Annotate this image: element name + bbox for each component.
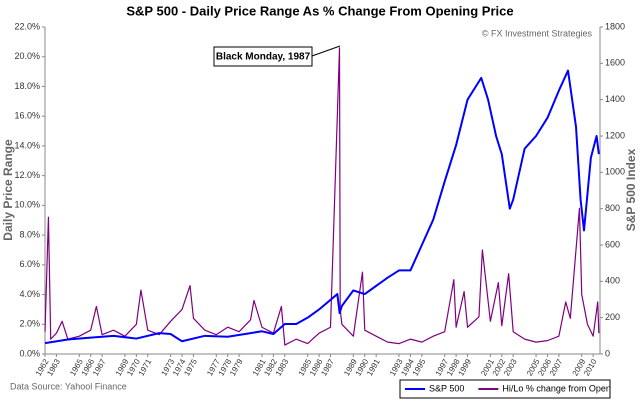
y2-tick-label: 600 — [605, 239, 620, 249]
x-tick-label: 1967 — [91, 357, 108, 377]
x-tick-label: 1999 — [456, 357, 473, 377]
y2-tick-label: 1400 — [605, 94, 625, 104]
x-tick-label: 1987 — [319, 357, 336, 377]
legend — [399, 379, 611, 399]
annotation-box — [213, 46, 313, 67]
x-tick-label: 1995 — [411, 357, 428, 377]
y-tick-label: 16.0% — [14, 111, 40, 121]
series-line — [44, 47, 600, 346]
x-tick-label: 2003 — [502, 357, 519, 377]
y-tick-label: 20.0% — [14, 51, 40, 61]
y-tick-label: 2.0% — [19, 319, 40, 329]
y2-axis-title: S&P 500 Index — [624, 148, 638, 231]
y-tick-label: 14.0% — [14, 140, 40, 150]
x-tick-label: 1979 — [228, 357, 245, 377]
y-tick-label: 10.0% — [14, 200, 40, 210]
y-tick-label: 12.0% — [14, 170, 40, 180]
x-tick-label: 2007 — [548, 357, 565, 377]
y2-tick-label: 400 — [605, 276, 620, 286]
y-axis-title: Daily Price Range — [1, 139, 15, 241]
y-tick-label: 18.0% — [14, 81, 40, 91]
x-tick-label: 1963 — [45, 357, 62, 377]
x-tick-label: 1971 — [137, 357, 154, 377]
source-note: Data Source: Yahool Finance — [10, 381, 127, 391]
y-tick-label: 4.0% — [19, 289, 40, 299]
y-tick-label: 8.0% — [19, 229, 40, 239]
series-line — [44, 69, 600, 345]
y2-tick-label: 800 — [605, 203, 620, 213]
copyright: © FX Investment Strategies — [482, 28, 593, 38]
x-tick-label: 1991 — [365, 357, 382, 377]
annotation: Black Monday, 1987 — [213, 45, 341, 67]
legend-label: Hi/Lo % change from Open — [502, 383, 611, 393]
x-tick-label: 1983 — [274, 357, 291, 377]
y2-tick-label: 0 — [605, 348, 610, 358]
annotation-text: Black Monday, 1987 — [216, 52, 311, 63]
y2-tick-label: 200 — [605, 312, 620, 322]
y2-tick-label: 1600 — [605, 58, 625, 68]
y2-tick-label: 1200 — [605, 130, 625, 140]
annotation-leader — [311, 45, 341, 57]
legend-label: S&P 500 — [429, 383, 464, 393]
y-tick-label: 0.0% — [19, 348, 40, 358]
x-tick-label: 1975 — [182, 357, 199, 377]
x-tick-label: 2010 — [582, 357, 599, 377]
chart-title: S&P 500 - Daily Price Range As % Change … — [126, 3, 513, 18]
y-tick-label: 6.0% — [19, 259, 40, 269]
y-tick-label: 22.0% — [14, 21, 40, 31]
y2-tick-label: 1800 — [605, 21, 625, 31]
y2-tick-label: 1000 — [605, 167, 625, 177]
